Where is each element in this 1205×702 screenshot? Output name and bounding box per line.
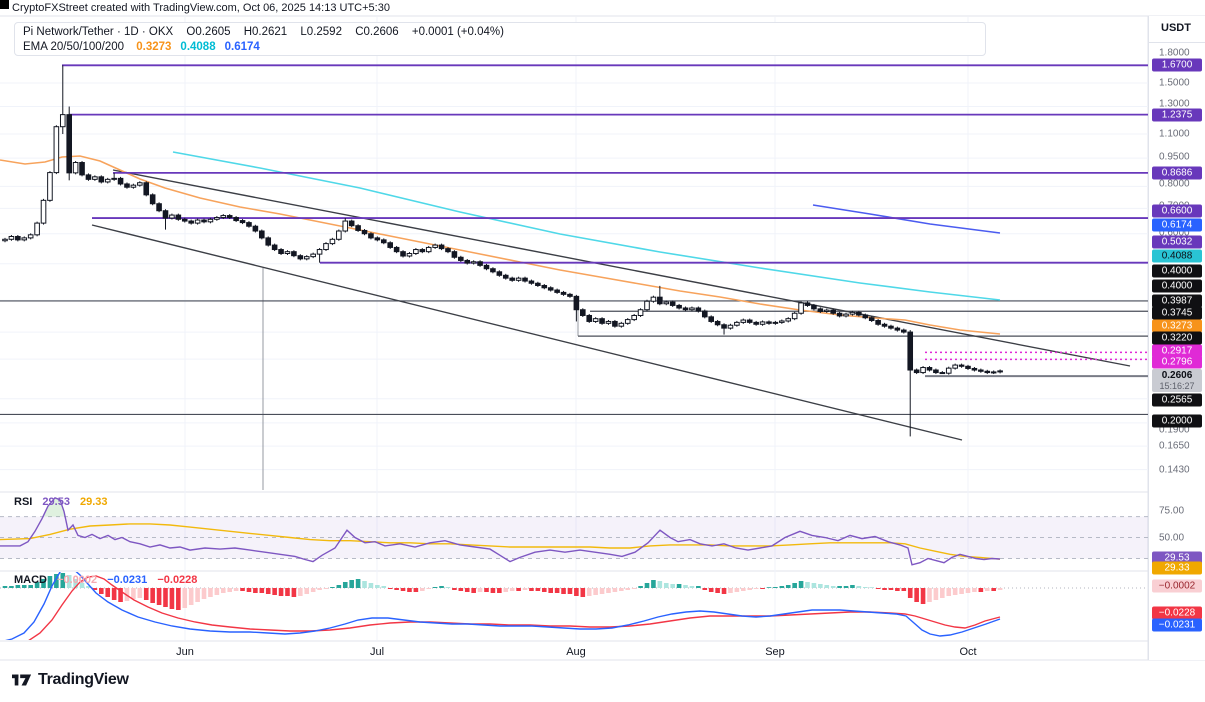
legend-ema-row[interactable]: EMA 20/50/100/200 0.3273 0.4088 0.6174 (23, 40, 977, 55)
rsi-tick: 75.00 (1159, 505, 1185, 517)
time-axis[interactable]: Jun Jul Aug Sep Oct (0, 644, 1148, 660)
ohlc-close: C0.2606 (355, 26, 399, 38)
time-axis-month-label: Sep (765, 646, 785, 658)
price-line-label: 0.3745 (1152, 306, 1202, 320)
time-axis-month-label: Jul (369, 646, 385, 658)
price-line-label: 0.6174 (1152, 218, 1202, 232)
price-line-label: 0.3220 (1152, 331, 1202, 345)
tradingview-logo-icon (12, 674, 32, 686)
price-line-label: 0.2565 (1152, 393, 1202, 407)
indicator-value-label: 29.53 (1152, 551, 1202, 565)
ohlc-open: O0.2605 (186, 26, 231, 38)
rsi-label: RSI (14, 496, 33, 508)
rsi-legend[interactable]: RSI 29.53 29.33 (14, 496, 108, 508)
time-axis-month-label: Aug (566, 646, 586, 658)
chart-credit: CryptoFXStreet created with TradingView.… (12, 2, 390, 14)
price-line-label: 0.8686 (1152, 166, 1202, 180)
price-line-label: 0.3273 (1152, 319, 1202, 333)
price-tick: 0.1900 (1159, 424, 1190, 436)
axis-currency-label: USDT (1161, 22, 1191, 34)
ohlc-change: +0.0001 (+0.04%) (411, 26, 504, 38)
ohlc-high: H0.2621 (243, 26, 288, 38)
ema-label: EMA 20/50/100/200 (23, 41, 125, 53)
rsi-ma-value: 29.33 (80, 496, 108, 508)
macd-signal-value: −0.0228 (157, 574, 198, 586)
rsi-tick: 50.00 (1159, 532, 1185, 544)
price-line-label: 0.6600 (1152, 204, 1202, 218)
price-tick: 1.8000 (1159, 47, 1190, 59)
price-tick: 1.1000 (1159, 128, 1190, 140)
tradingview-logo: TradingView (12, 671, 129, 689)
axis-separator (1149, 42, 1205, 43)
rsi-value: 29.53 (42, 496, 70, 508)
symbol-title: Pi Network/Tether · 1D · OKX (23, 26, 174, 38)
price-line-label: 1.2375 (1152, 108, 1202, 122)
ema-value: 0.6174 (224, 41, 260, 53)
corner-logo (0, 0, 9, 9)
price-line-label: 1.6700 (1152, 58, 1202, 72)
ema-values: 0.3273 0.4088 0.6174 (127, 41, 260, 53)
price-axis[interactable]: USDT 1.8000 1.5000 1.3000 1.1000 0.9500 0.800… (1148, 16, 1205, 660)
ema-value: 0.3273 (136, 41, 172, 53)
price-line-label: 0.2000 (1152, 414, 1202, 428)
legend-symbol-row[interactable]: Pi Network/Tether · 1D · OKX O0.2605 H0.… (23, 25, 977, 40)
price-line-label: 0.2796 (1152, 355, 1202, 369)
time-axis-month-label: Jun (176, 646, 194, 658)
last-price-value: 0.2606 (1161, 370, 1193, 381)
price-line-label: 0.4000 (1152, 264, 1202, 278)
last-price-label: 0.2606 15:16:27 (1152, 369, 1202, 392)
chart-legend[interactable]: Pi Network/Tether · 1D · OKX O0.2605 H0.… (14, 22, 986, 56)
indicator-value-label: −0.0228 (1152, 606, 1202, 620)
indicator-value-label: 29.33 (1152, 561, 1202, 575)
macd-label: MACD (14, 574, 47, 586)
macd-line-value: −0.0231 (107, 574, 148, 586)
price-tick: 1.3000 (1159, 98, 1190, 110)
time-axis-month-label: Oct (959, 646, 977, 658)
price-line-label: 0.4000 (1152, 279, 1202, 293)
tradingview-logo-text: TradingView (38, 671, 129, 688)
bar-countdown: 15:16:27 (1159, 381, 1195, 391)
macd-legend[interactable]: MACD −0.0002 −0.0231 −0.0228 (14, 574, 197, 586)
price-tick: 0.9500 (1159, 151, 1190, 163)
price-tick: 0.1650 (1159, 440, 1190, 452)
macd-hist-value: −0.0002 (57, 574, 98, 586)
ohlc-low: L0.2592 (300, 26, 342, 38)
ema-value: 0.4088 (180, 41, 216, 53)
price-line-label: 0.4088 (1152, 249, 1202, 263)
indicator-value-label: −0.0002 (1152, 579, 1202, 593)
price-tick: 1.5000 (1159, 77, 1190, 89)
price-tick: 0.1430 (1159, 464, 1190, 476)
price-line-label: 0.5032 (1152, 235, 1202, 249)
price-line-label: 0.2917 (1152, 344, 1202, 358)
price-tick: 0.8000 (1159, 178, 1190, 190)
price-line-label: 0.3987 (1152, 294, 1202, 308)
indicator-value-label: −0.0231 (1152, 618, 1202, 632)
price-tick: 0.6000 (1159, 227, 1190, 239)
